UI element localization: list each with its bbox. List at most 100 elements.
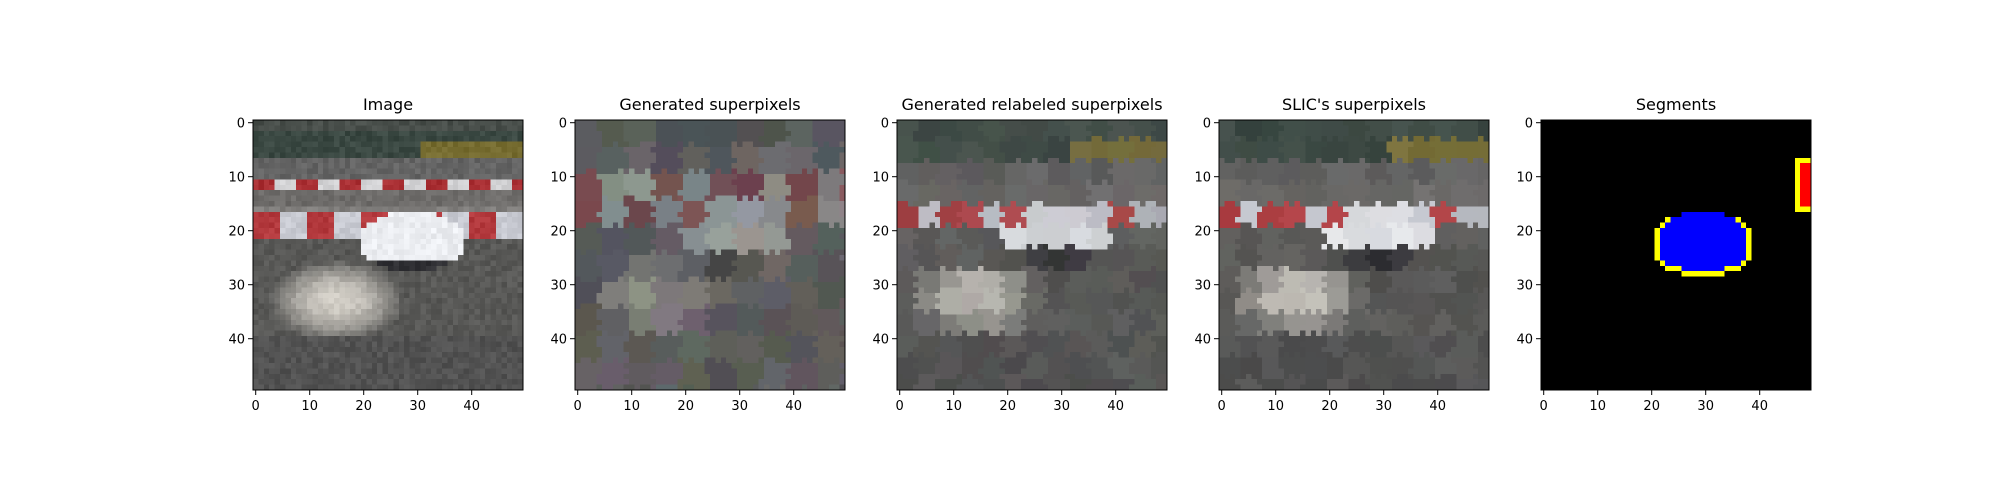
pixel-cell <box>317 179 324 185</box>
pixel-cell <box>485 379 491 385</box>
pixel-cell <box>382 336 389 342</box>
pixel-cell <box>393 233 399 239</box>
pixel-cell <box>361 152 367 158</box>
pixel-cell <box>355 141 362 148</box>
pixel-cell <box>339 141 345 148</box>
pixel-cell <box>496 244 502 250</box>
pixel-cell <box>339 244 345 250</box>
pixel-cell <box>409 314 416 320</box>
pixel-cell <box>501 346 507 353</box>
pixel-cell <box>575 244 581 250</box>
pixel-cell <box>382 282 389 288</box>
pixel-cell <box>258 206 264 212</box>
pixel-cell <box>490 130 497 137</box>
pixel-cell <box>645 168 651 175</box>
pixel-cell <box>585 120 592 126</box>
pixel-cell <box>688 120 694 126</box>
pixel-cell <box>366 249 372 256</box>
pixel-cell <box>377 346 383 353</box>
pixel-cell <box>490 147 497 153</box>
pixel-cell <box>591 282 597 288</box>
pixel-cell <box>463 136 470 142</box>
pixel-cell <box>258 238 264 245</box>
pixel-cell <box>580 179 586 185</box>
pixel-cell <box>585 309 592 315</box>
pixel-cell <box>366 255 372 261</box>
pixel-cell <box>420 314 426 320</box>
pixel-cell <box>688 352 694 358</box>
pixel-cell <box>618 233 624 239</box>
pixel-cell <box>334 309 340 315</box>
pixel-cell <box>699 292 705 299</box>
pixel-cell <box>693 157 700 164</box>
pixel-cell <box>447 244 453 250</box>
pixel-cell <box>409 352 416 358</box>
pixel-cell <box>683 206 689 212</box>
pixel-cell <box>312 168 318 175</box>
pixel-cell <box>263 190 270 196</box>
pixel-cell <box>645 244 651 250</box>
pixel-cell <box>807 157 813 164</box>
pixel-cell <box>618 325 624 331</box>
pixel-cell <box>607 363 613 369</box>
pixel-cell <box>425 292 432 299</box>
pixel-cell <box>366 130 372 137</box>
pixel-cell <box>409 298 416 304</box>
pixel-cell <box>823 352 829 358</box>
pixel-cell <box>280 157 286 164</box>
pixel-cell <box>425 357 432 364</box>
pixel-cell <box>672 271 678 277</box>
pixel-cell <box>447 206 453 212</box>
pixel-cell <box>623 336 630 342</box>
pixel-cell <box>796 147 802 153</box>
pixel-cell <box>699 368 705 374</box>
pixel-cell <box>693 282 700 288</box>
pixel-cell <box>753 368 759 374</box>
pixel-cell <box>661 130 667 137</box>
pixel-cell <box>591 265 597 272</box>
pixel-cell <box>323 314 329 320</box>
pixel-cell <box>618 341 624 347</box>
pixel-cell <box>753 265 759 272</box>
pixel-cell <box>301 265 308 272</box>
pixel-cell <box>485 217 491 223</box>
pixel-cell <box>585 357 592 364</box>
pixel-cell <box>280 125 286 131</box>
pixel-cell <box>328 346 335 353</box>
pixel-cell <box>785 373 792 380</box>
pixel-cell <box>834 184 840 191</box>
pixel-cell <box>812 147 819 153</box>
pixel-cell <box>575 179 581 185</box>
pixel-cell <box>420 125 426 131</box>
pixel-cell <box>639 319 646 326</box>
pixel-cell <box>371 325 378 331</box>
pixel-cell <box>458 249 464 256</box>
pixel-cell <box>747 373 754 380</box>
pixel-cell <box>490 276 497 283</box>
pixel-cell <box>661 282 667 288</box>
pixel-cell <box>753 352 759 358</box>
pixel-cell <box>463 184 470 191</box>
pixel-cell <box>312 325 318 331</box>
pixel-cell <box>656 341 662 347</box>
pixel-cell <box>317 341 324 347</box>
pixel-cell <box>828 287 835 293</box>
pixel-cell <box>796 217 802 223</box>
pixel-cell <box>672 238 678 245</box>
pixel-cell <box>742 195 748 202</box>
pixel-cell <box>323 357 329 364</box>
pixel-cell <box>812 373 819 380</box>
pixel-cell <box>361 190 367 196</box>
pixel-cell <box>344 282 351 288</box>
pixel-cell <box>580 336 586 342</box>
pixel-cell <box>801 152 808 158</box>
pixel-cell <box>661 373 667 380</box>
pixel-cell <box>737 125 743 131</box>
pixel-cell <box>634 222 640 229</box>
pixel-cell <box>355 346 362 353</box>
pixel-cell <box>431 336 437 342</box>
pixel-cell <box>274 190 281 196</box>
pixel-cell <box>274 341 281 347</box>
pixel-cell <box>639 325 646 331</box>
pixel-cell <box>409 330 416 337</box>
